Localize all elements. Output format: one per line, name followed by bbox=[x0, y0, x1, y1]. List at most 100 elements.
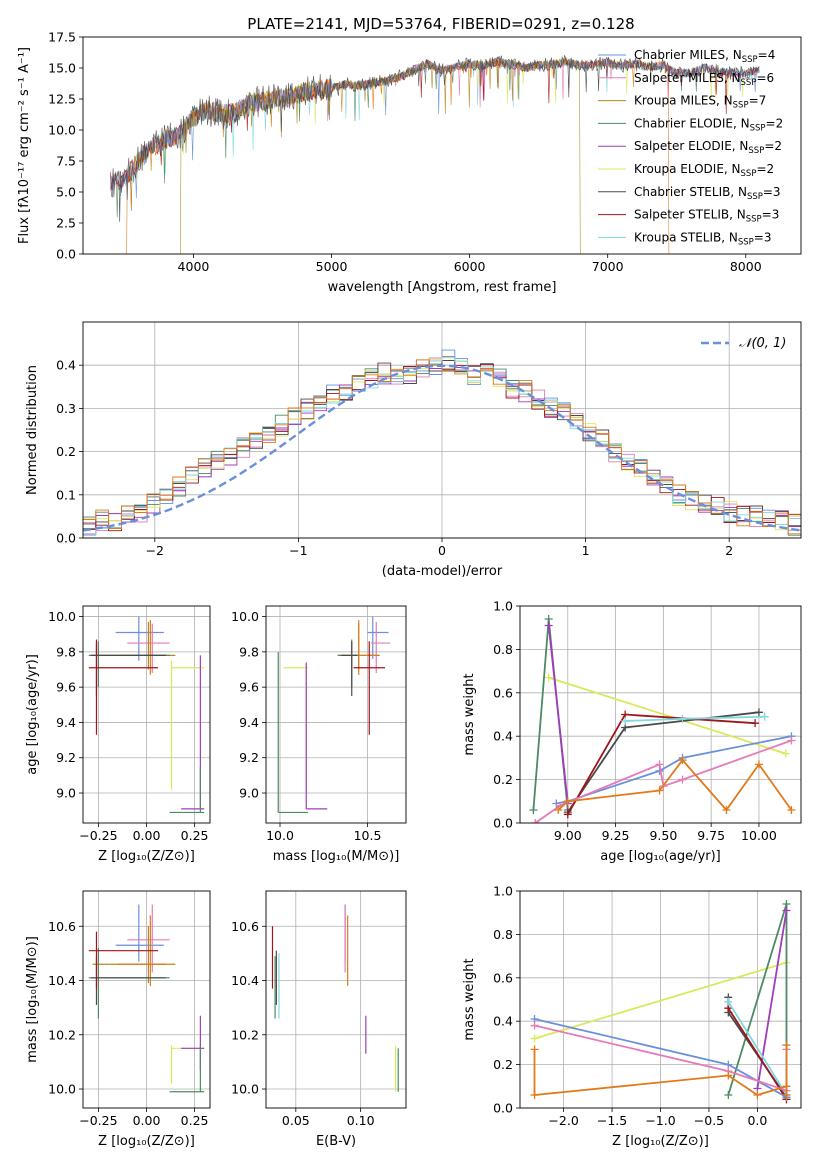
y-tick-label: 9.4 bbox=[239, 715, 259, 730]
y-tick-label: 0.3 bbox=[56, 401, 76, 416]
y-tick-label: 9.8 bbox=[239, 644, 259, 659]
y-tick-label: 10.6 bbox=[48, 919, 76, 934]
weight-point bbox=[563, 810, 572, 819]
y-tick-label: 10.0 bbox=[231, 1082, 259, 1097]
x-axis-label: mass [log₁₀(M/M⊙)] bbox=[273, 849, 400, 864]
x-tick-label: −1.5 bbox=[597, 1113, 627, 1128]
y-tick-label: 0.6 bbox=[493, 970, 513, 985]
chart-panel-2: −2 −1 0 1 2 0.0 0.1 0.2 0.3 0.4 (data-model)/error… bbox=[25, 321, 802, 579]
y-tick-label: 10.2 bbox=[48, 1027, 76, 1042]
y-tick-label: 0.0 bbox=[493, 816, 513, 831]
weight-series bbox=[727, 1007, 788, 1100]
x-tick-label: 0.25 bbox=[181, 1113, 209, 1128]
weight-point bbox=[530, 1034, 539, 1043]
figure-title: PLATE=2141, MJD=53764, FIBERID=0291, z=0… bbox=[247, 15, 634, 33]
y-tick-label: 1.0 bbox=[493, 599, 513, 614]
x-tick-label: −0.5 bbox=[694, 1113, 724, 1128]
weight-point bbox=[530, 1090, 539, 1099]
y-tick-label: 1.0 bbox=[493, 884, 513, 899]
y-tick-label: 10.4 bbox=[231, 973, 259, 988]
y-tick-label: 12.5 bbox=[48, 92, 76, 107]
weight-point bbox=[724, 1071, 733, 1080]
plot-area bbox=[110, 55, 760, 254]
plot-area bbox=[529, 615, 796, 823]
x-axis-label: Z [log₁₀(Z/Z⊙)] bbox=[98, 1134, 195, 1149]
weight-series bbox=[547, 625, 569, 804]
weight-point bbox=[722, 805, 731, 814]
legend-label: Chabrier ELODIE, NSSP=2 bbox=[634, 116, 783, 133]
y-tick-label: 0.4 bbox=[493, 729, 513, 744]
x-tick-label: 0.00 bbox=[133, 828, 161, 843]
x-tick-label: 0 bbox=[438, 543, 446, 558]
weight-point bbox=[544, 621, 553, 630]
x-tick-label: 9.50 bbox=[649, 828, 677, 843]
x-tick-label: 2 bbox=[725, 543, 733, 558]
weight-point bbox=[782, 906, 791, 915]
x-axis-label: Z [log₁₀(Z/Z⊙)] bbox=[98, 849, 195, 864]
axes-frame bbox=[519, 605, 802, 824]
weight-point bbox=[760, 712, 769, 721]
weight-point bbox=[782, 1082, 791, 1091]
legend-label: Salpeter ELODIE, NSSP=2 bbox=[634, 139, 782, 156]
x-axis-label: wavelength [Angstrom, rest frame] bbox=[328, 280, 557, 295]
y-tick-label: 10.0 bbox=[231, 609, 259, 624]
weight-point bbox=[754, 708, 763, 717]
chart-panel-3: −0.25 0.00 0.25 9.0 9.2 9.4 9.6 9.8 10.0 Z [log₁₀… bbox=[25, 605, 211, 864]
y-tick-label: 10.0 bbox=[48, 609, 76, 624]
x-tick-label: 10.00 bbox=[741, 828, 777, 843]
x-tick-label: 9.00 bbox=[554, 828, 582, 843]
weight-series bbox=[756, 910, 788, 1089]
x-tick-label: 10.0 bbox=[266, 828, 294, 843]
weight-point bbox=[678, 756, 687, 765]
gaussian-curve bbox=[83, 364, 801, 532]
y-tick-label: 9.4 bbox=[56, 715, 76, 730]
y-tick-label: 10.4 bbox=[48, 973, 76, 988]
axes-frame bbox=[82, 321, 802, 539]
y-tick-label: 0.6 bbox=[493, 685, 513, 700]
y-axis-label: age [log₁₀(age/yr)] bbox=[25, 654, 40, 775]
y-tick-label: 0.0 bbox=[56, 247, 76, 262]
x-tick-label: 5000 bbox=[316, 259, 348, 274]
y-tick-label: 7.5 bbox=[56, 154, 76, 169]
plot-area bbox=[83, 349, 801, 536]
y-tick-label: 9.0 bbox=[56, 786, 76, 801]
weight-point bbox=[751, 719, 760, 728]
y-tick-label: 9.2 bbox=[239, 750, 259, 765]
x-tick-label: 7000 bbox=[592, 259, 624, 274]
x-tick-label: 0.25 bbox=[181, 828, 209, 843]
legend-label: Kroupa MILES, NSSP=7 bbox=[634, 94, 766, 111]
legend: Chabrier MILES, NSSP=4 Salpeter MILES, NS… bbox=[598, 48, 783, 247]
weight-series bbox=[534, 961, 787, 1040]
x-tick-label: −1 bbox=[289, 543, 307, 558]
legend-label: Salpeter STELIB, NSSP=3 bbox=[634, 208, 779, 225]
weight-point bbox=[544, 673, 553, 682]
weight-point bbox=[787, 805, 796, 814]
y-tick-label: 9.6 bbox=[239, 680, 259, 695]
x-axis-label: E(B-V) bbox=[316, 1134, 356, 1149]
y-tick-label: 2.5 bbox=[56, 216, 76, 231]
legend-label: 𝒩(0, 1) bbox=[739, 336, 786, 351]
x-tick-label: −2 bbox=[146, 543, 164, 558]
legend: 𝒩(0, 1) bbox=[701, 336, 786, 351]
x-axis-label: Z [log₁₀(Z/Z⊙)] bbox=[612, 1134, 709, 1149]
x-tick-label: 0.10 bbox=[347, 1113, 375, 1128]
weight-series bbox=[727, 1001, 788, 1096]
weight-point bbox=[781, 749, 790, 758]
y-tick-label: 0.2 bbox=[493, 1057, 513, 1072]
y-axis-label: Normed distribution bbox=[25, 365, 40, 495]
x-tick-label: −0.25 bbox=[79, 1113, 117, 1128]
legend-label: Kroupa ELODIE, NSSP=2 bbox=[634, 162, 774, 179]
x-tick-label: 0.0 bbox=[747, 1113, 767, 1128]
y-tick-label: 10.0 bbox=[48, 1082, 76, 1097]
y-tick-label: 9.6 bbox=[56, 680, 76, 695]
weight-point bbox=[530, 1021, 539, 1030]
plot-area bbox=[277, 616, 391, 814]
y-tick-label: 10.2 bbox=[231, 1027, 259, 1042]
x-tick-label: 9.75 bbox=[697, 828, 725, 843]
weight-point bbox=[753, 1090, 762, 1099]
x-tick-label: 10.5 bbox=[354, 828, 382, 843]
y-tick-label: 0.2 bbox=[56, 444, 76, 459]
chart-panel-8: −2.0 −1.5 −1.0 −0.5 0.0 0.0 0.2 0.4 0.6 0.8 1.0 Z [… bbox=[462, 884, 802, 1149]
y-tick-label: 17.5 bbox=[48, 30, 76, 45]
